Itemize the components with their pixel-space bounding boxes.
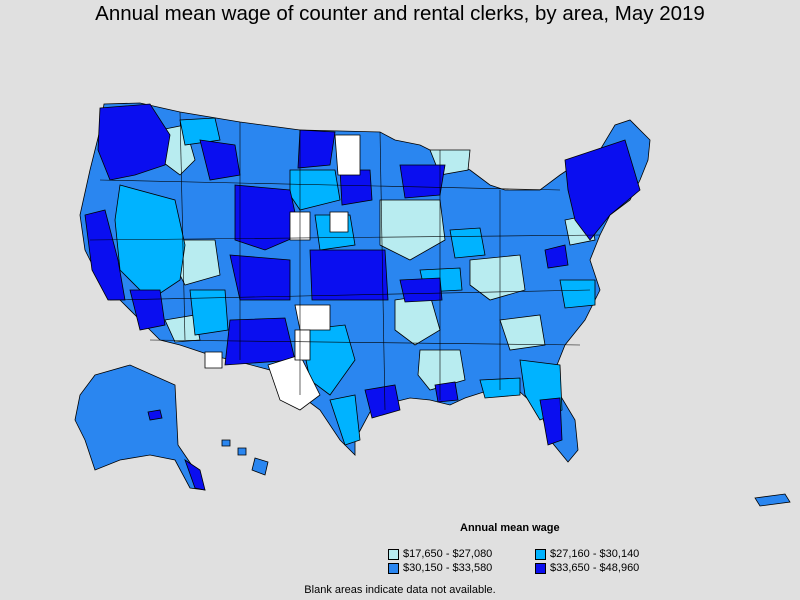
hawaii <box>221 439 269 476</box>
region-cyan <box>114 117 596 446</box>
alaska-shape <box>74 364 206 491</box>
legend-label-3: $30,150 - $33,580 <box>403 562 493 574</box>
map-svg <box>74 102 791 507</box>
legend-item-1: $17,650 - $27,080 <box>388 548 492 560</box>
legend-item-2: $27,160 - $30,140 <box>535 548 639 560</box>
legend-title: Annual mean wage <box>460 522 560 534</box>
legend: Annual mean wage $17,650 - $27,080 $27,1… <box>380 520 680 580</box>
legend-item-4: $33,650 - $48,960 <box>535 562 639 574</box>
region-dark <box>84 103 641 446</box>
legend-swatch-2 <box>535 548 546 560</box>
legend-item-3: $30,150 - $33,580 <box>388 562 492 574</box>
alaska <box>74 364 206 491</box>
map-title: Annual mean wage of counter and rental c… <box>95 2 705 25</box>
footnote: Blank areas indicate data not available. <box>304 584 496 596</box>
legend-label-2: $27,160 - $30,140 <box>550 548 640 560</box>
hawaii-oahu <box>221 439 231 447</box>
area-borders <box>89 111 601 411</box>
puerto-rico-shape <box>754 493 791 507</box>
alaska-region-dark <box>147 409 163 421</box>
legend-label-1: $17,650 - $27,080 <box>403 548 493 560</box>
contiguous-us <box>79 102 651 463</box>
legend-swatch-4 <box>535 562 546 574</box>
hawaii-maui <box>237 447 247 456</box>
puerto-rico <box>754 493 791 507</box>
choropleth-map <box>0 40 800 520</box>
alaska-southeast <box>184 458 206 491</box>
legend-label-4: $33,650 - $48,960 <box>550 562 640 574</box>
legend-swatch-1 <box>388 548 399 560</box>
region-no-data <box>204 134 361 411</box>
legend-swatch-3 <box>388 562 399 574</box>
hawaii-big-island <box>251 457 269 476</box>
